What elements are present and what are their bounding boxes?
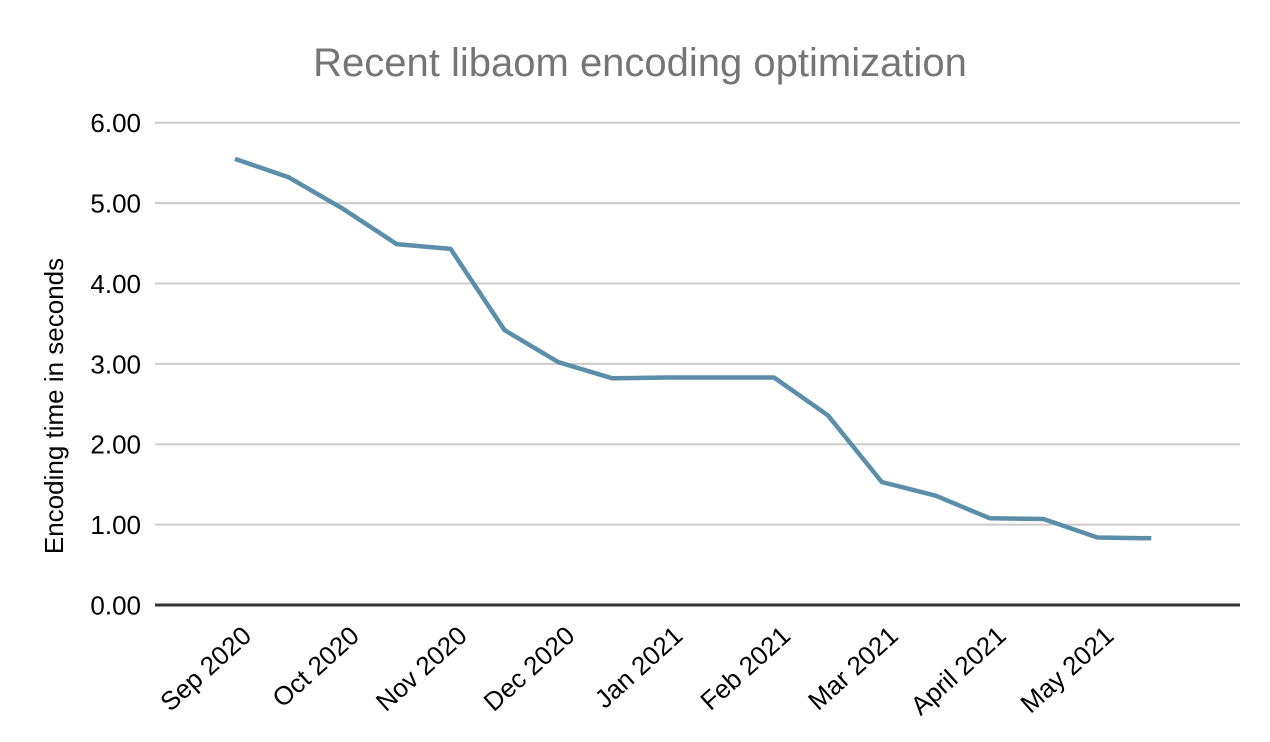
x-axis-labels: Sep 2020 Oct 2020 Nov 2020 Dec 2020 Jan 2021…	[154, 620, 1119, 721]
y-tick-label: 5.00	[90, 189, 141, 219]
data-line-encoding-time	[234, 156, 1152, 541]
y-axis-labels: 0.00 1.00 2.00 3.00 4.00 5.00 6.00	[90, 108, 141, 620]
x-tick-label: Oct 2020	[266, 620, 364, 713]
y-axis-title: Encoding time in seconds	[39, 258, 69, 554]
x-tick-label: April 2021	[905, 620, 1012, 721]
y-tick-label: 3.00	[90, 349, 141, 379]
x-tick-label: Feb 2021	[694, 620, 796, 716]
y-tick-label: 0.00	[90, 591, 141, 621]
x-tick-label: Dec 2020	[478, 620, 581, 717]
x-tick-label: Nov 2020	[370, 620, 473, 717]
gridlines	[155, 121, 1240, 526]
y-tick-label: 4.00	[90, 269, 141, 299]
x-tick-label: Jan 2021	[589, 620, 689, 714]
y-tick-label: 2.00	[90, 430, 141, 460]
x-tick-label: May 2021	[1014, 620, 1119, 719]
y-tick-label: 6.00	[90, 108, 141, 138]
chart-title: Recent libaom encoding optimization	[313, 41, 967, 85]
y-tick-label: 1.00	[90, 510, 141, 540]
x-tick-label: Sep 2020	[154, 620, 257, 717]
x-tick-label: Mar 2021	[802, 620, 904, 716]
